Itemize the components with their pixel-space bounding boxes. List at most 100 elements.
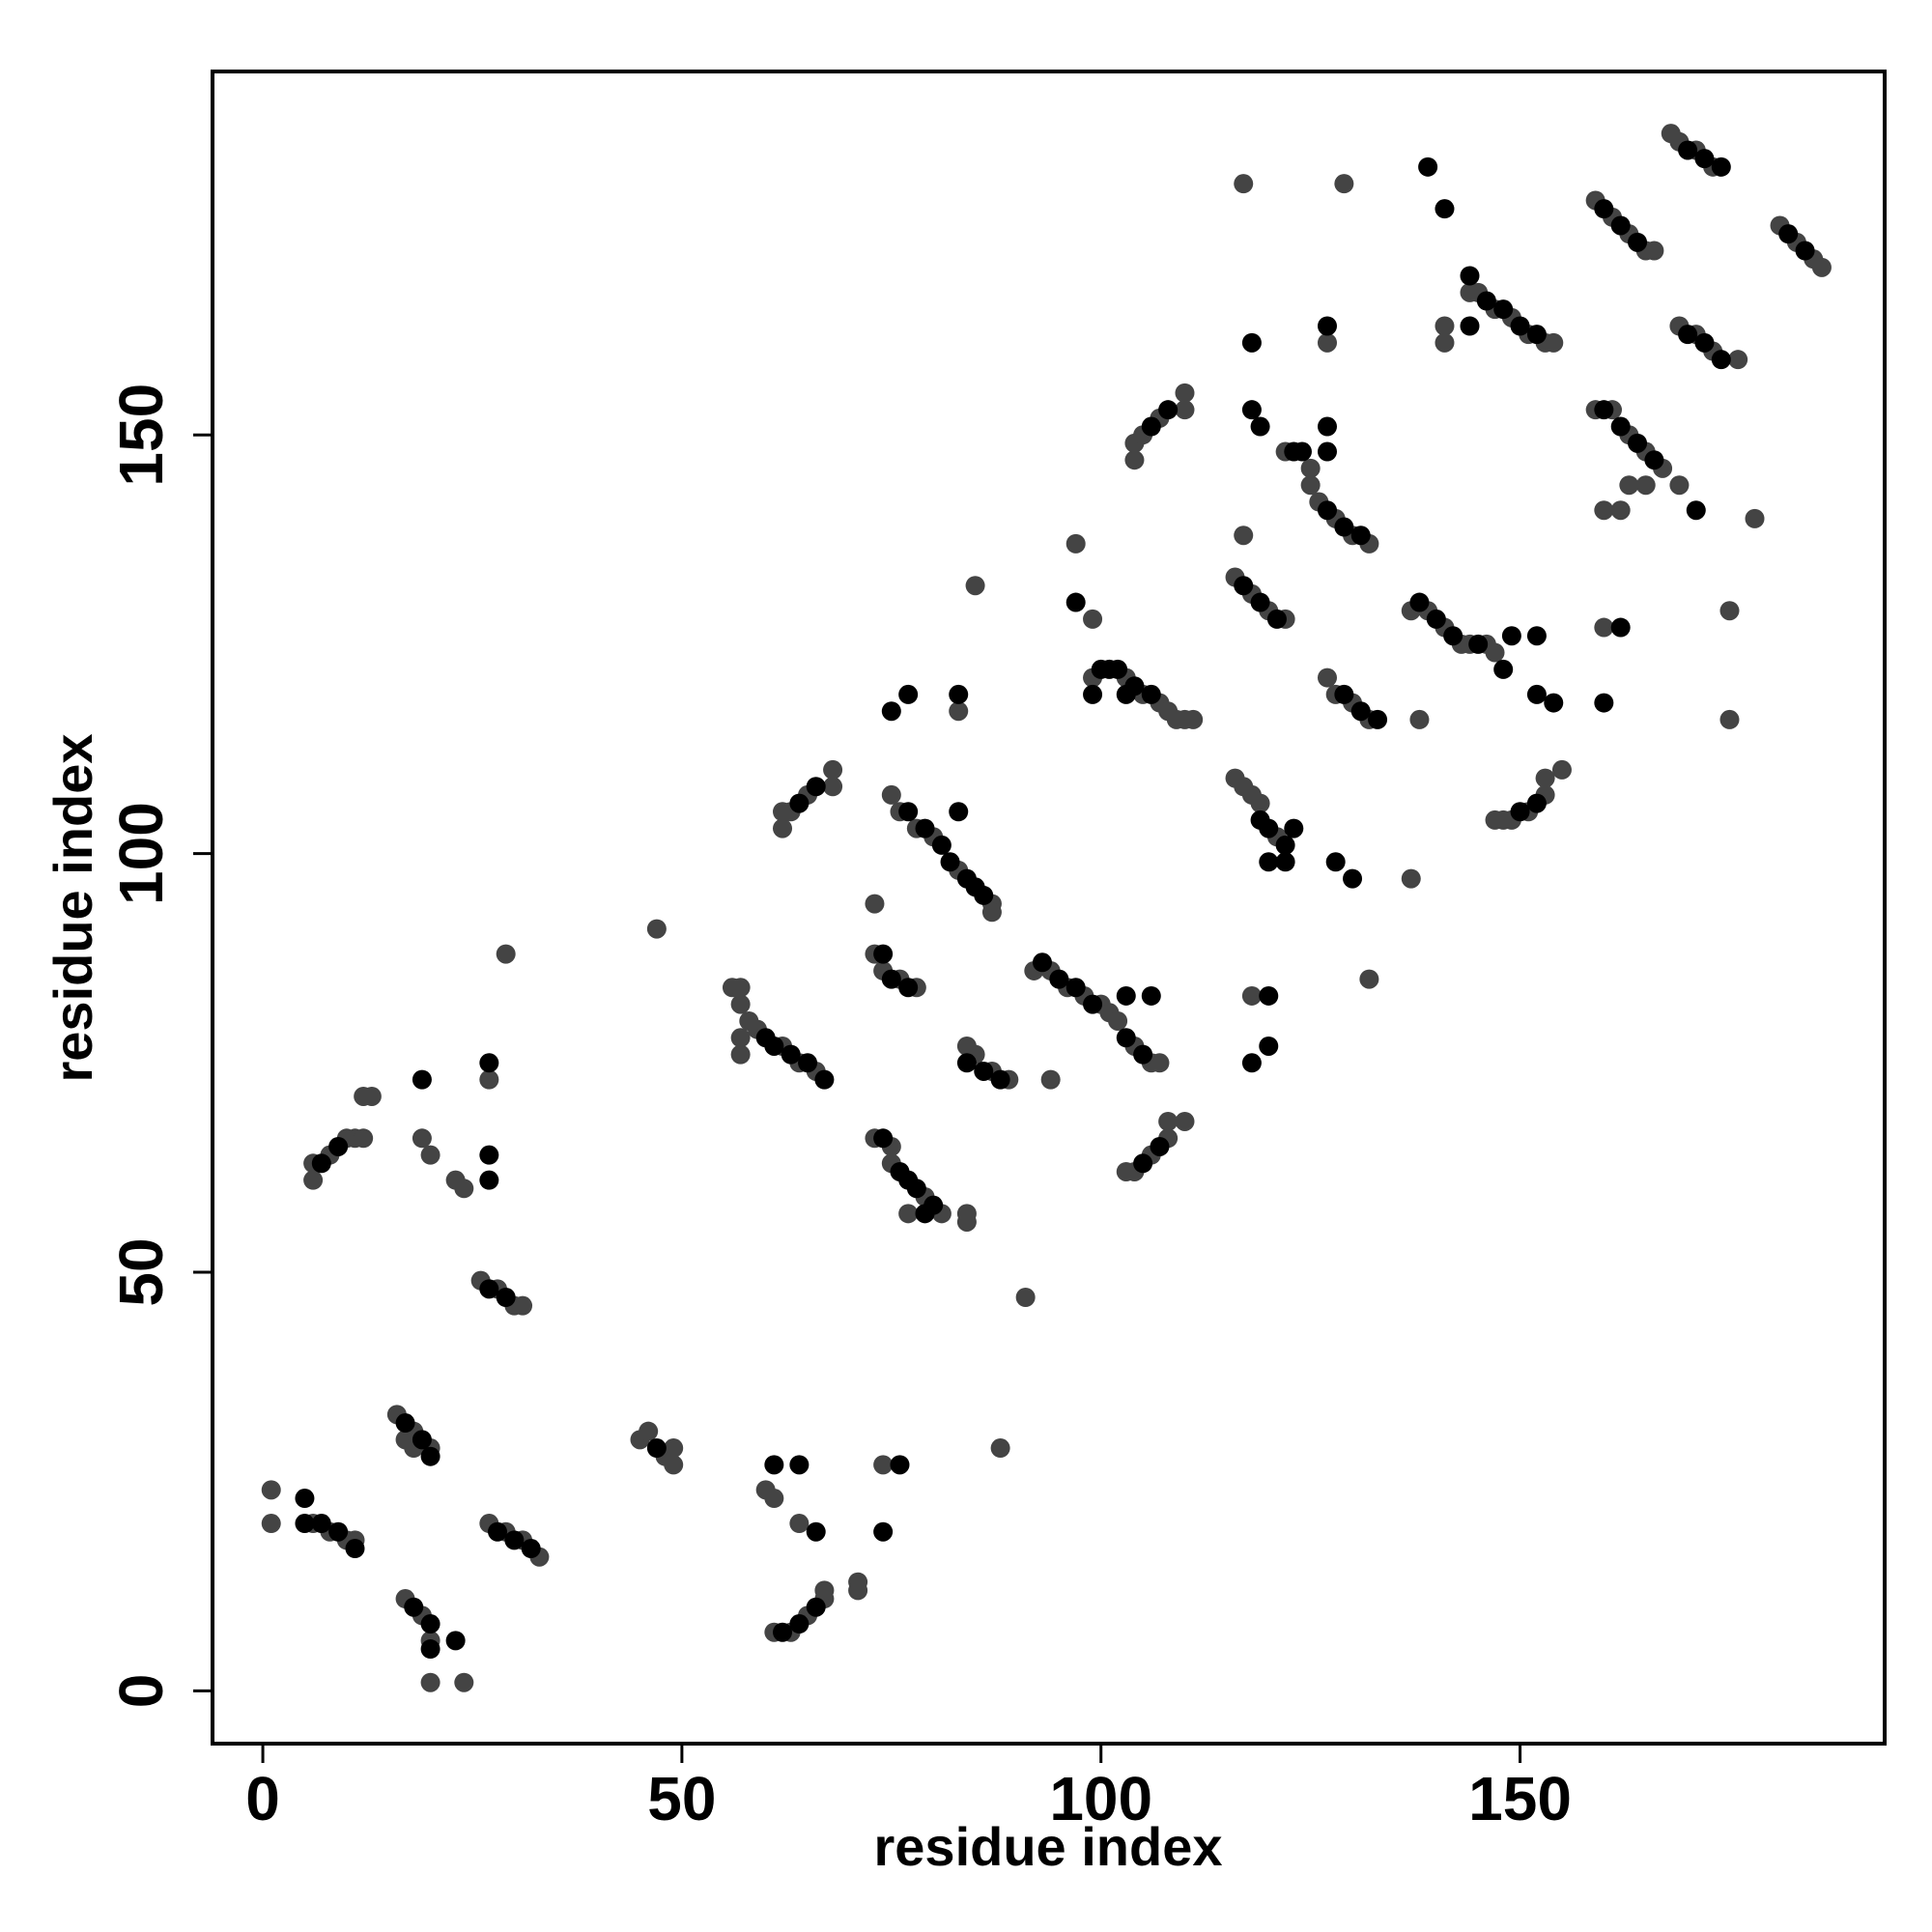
- point: [1551, 759, 1572, 780]
- point: [773, 1622, 793, 1642]
- point: [454, 1179, 474, 1199]
- point: [1116, 684, 1136, 704]
- point: [404, 1597, 424, 1617]
- point: [1065, 533, 1086, 554]
- point: [412, 1069, 432, 1090]
- point: [1141, 985, 1161, 1006]
- point: [1694, 149, 1715, 169]
- point: [1350, 701, 1371, 722]
- point: [1133, 1044, 1153, 1065]
- point: [1065, 978, 1086, 998]
- point: [1241, 400, 1262, 420]
- point: [646, 919, 667, 939]
- point: [1526, 793, 1547, 813]
- point: [412, 1430, 432, 1450]
- point: [806, 1597, 826, 1617]
- point: [730, 1044, 751, 1065]
- point: [873, 944, 894, 964]
- point: [1275, 852, 1295, 872]
- point: [1719, 601, 1740, 621]
- point: [1526, 325, 1547, 345]
- point: [1493, 299, 1514, 320]
- point: [1241, 1053, 1262, 1073]
- point: [764, 1489, 784, 1509]
- point: [1526, 684, 1547, 704]
- point: [1686, 500, 1706, 521]
- point: [1476, 291, 1496, 311]
- point: [1259, 985, 1279, 1006]
- point: [1711, 156, 1731, 177]
- point: [940, 852, 960, 872]
- point: [915, 1204, 935, 1224]
- point: [1049, 969, 1069, 989]
- point: [1778, 224, 1799, 244]
- point: [1158, 1111, 1179, 1131]
- point: [1418, 156, 1438, 177]
- point: [1116, 985, 1136, 1006]
- point: [1275, 835, 1295, 855]
- point: [974, 885, 994, 905]
- point: [639, 1421, 659, 1441]
- point: [1150, 1053, 1170, 1073]
- point: [1619, 475, 1639, 496]
- point: [1175, 383, 1195, 403]
- point: [1250, 793, 1270, 813]
- point: [1460, 266, 1480, 286]
- point: [965, 576, 985, 596]
- point: [806, 777, 826, 797]
- point: [1635, 475, 1656, 496]
- point: [395, 1413, 415, 1434]
- point: [1493, 659, 1514, 679]
- point: [990, 1069, 1010, 1090]
- point: [990, 1438, 1010, 1459]
- point: [303, 1170, 324, 1190]
- point: [1116, 1028, 1136, 1048]
- point: [1628, 433, 1648, 453]
- point: [1485, 642, 1505, 663]
- x-tick-label: 150: [1468, 1764, 1572, 1833]
- point: [764, 1036, 784, 1056]
- point: [479, 1053, 499, 1073]
- point: [1318, 416, 1337, 437]
- point: [345, 1539, 365, 1559]
- point: [1259, 818, 1279, 838]
- y-tick-label: 0: [106, 1674, 176, 1709]
- point: [1694, 332, 1715, 353]
- point: [479, 1145, 499, 1165]
- point: [412, 1128, 432, 1149]
- point: [865, 894, 885, 914]
- point: [906, 1179, 926, 1199]
- point: [1259, 1036, 1279, 1056]
- point: [1250, 416, 1270, 437]
- point: [814, 1580, 835, 1601]
- point: [1719, 709, 1740, 729]
- point: [730, 1028, 751, 1048]
- point: [1141, 416, 1161, 437]
- point: [1544, 332, 1564, 353]
- y-axis-title: residue index: [43, 733, 103, 1082]
- point: [1594, 199, 1614, 219]
- point: [1594, 400, 1614, 420]
- point: [328, 1136, 349, 1156]
- point: [261, 1514, 281, 1534]
- point: [664, 1455, 684, 1475]
- point: [1728, 350, 1748, 370]
- point: [1234, 174, 1254, 194]
- point: [915, 818, 935, 838]
- point: [1501, 626, 1521, 646]
- point: [773, 818, 793, 838]
- point: [1644, 450, 1664, 470]
- point: [420, 1145, 440, 1165]
- point: [496, 944, 516, 964]
- point: [1409, 592, 1430, 612]
- x-tick-label: 50: [647, 1764, 716, 1833]
- point: [1795, 241, 1815, 261]
- point: [781, 1044, 801, 1065]
- point: [1300, 475, 1321, 496]
- point: [730, 994, 751, 1014]
- plot-frame: [211, 70, 1887, 1746]
- point: [479, 1170, 499, 1190]
- point: [295, 1489, 315, 1509]
- point: [1318, 441, 1337, 462]
- point: [1284, 818, 1304, 838]
